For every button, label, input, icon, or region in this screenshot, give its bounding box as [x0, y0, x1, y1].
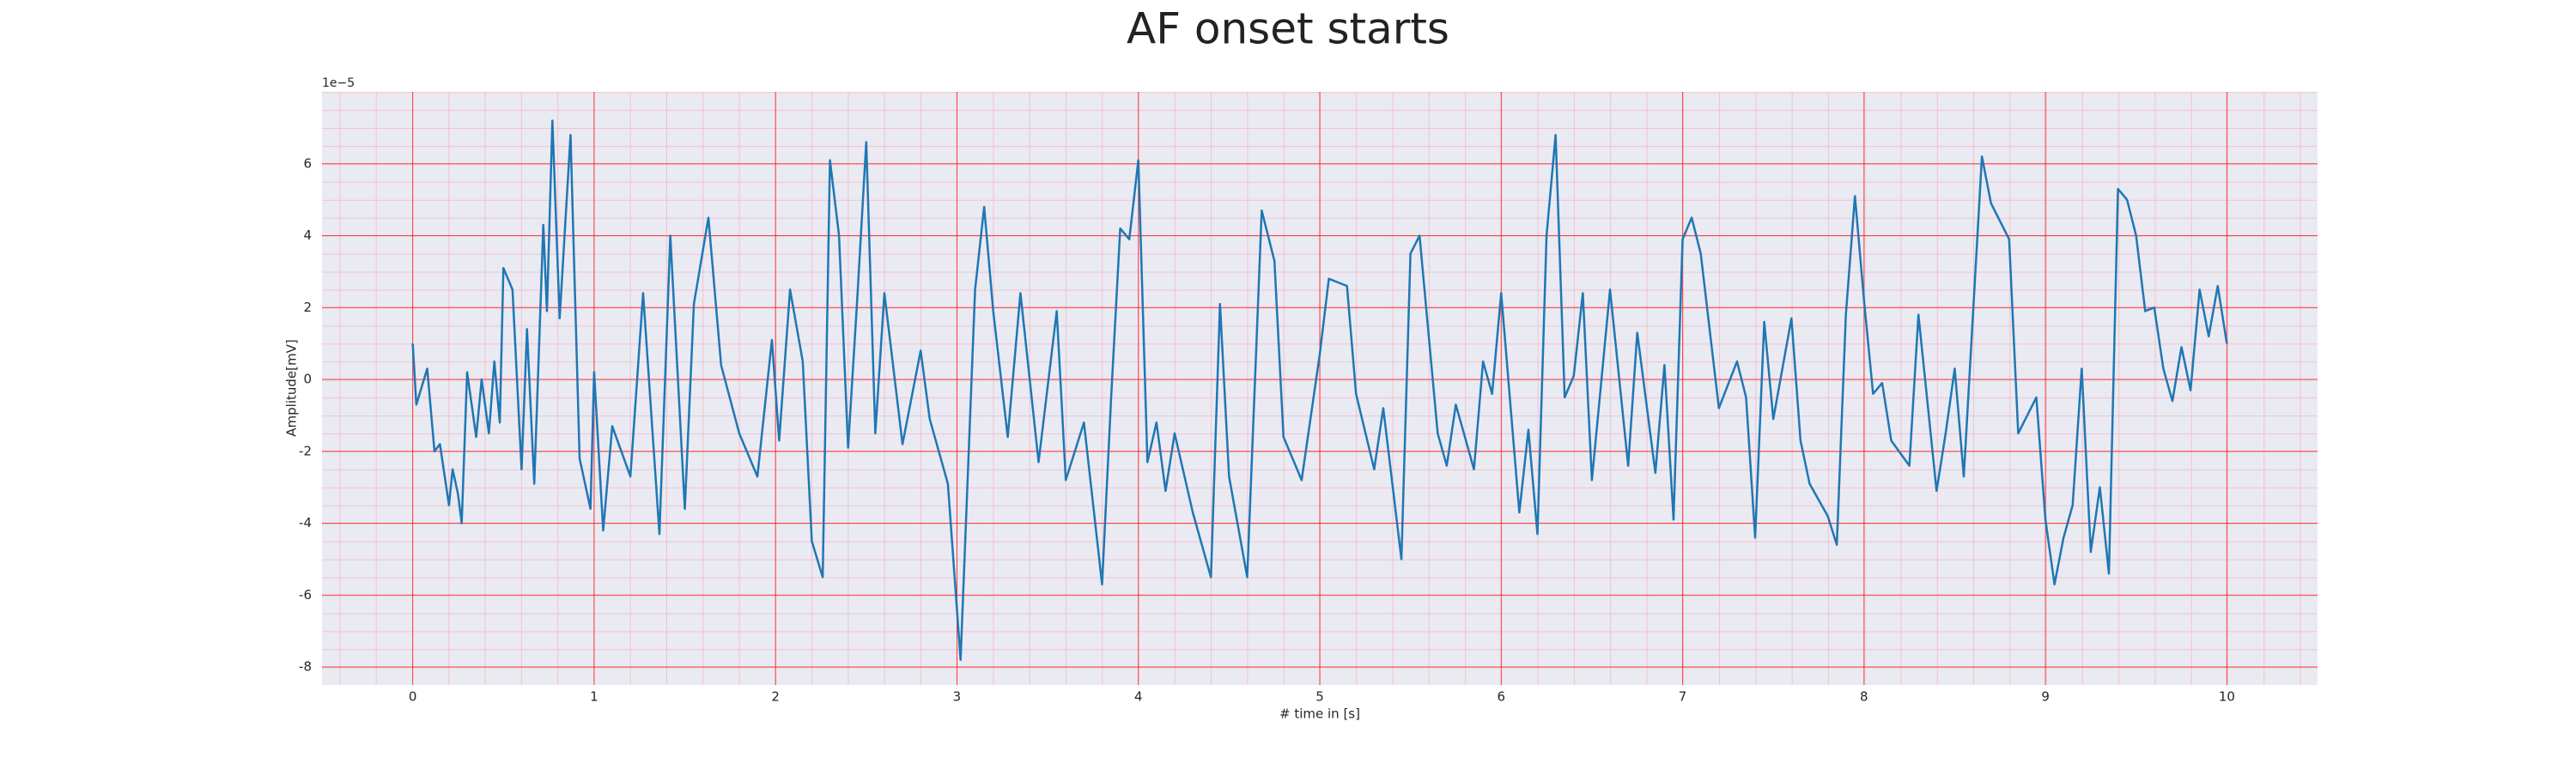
x-tick-label: 4 [1134, 689, 1143, 705]
y-tick-label: 6 [303, 155, 312, 171]
chart-title: AF onset starts [1127, 4, 1449, 54]
grid [322, 92, 2318, 685]
x-tick-label: 6 [1497, 689, 1505, 705]
y-offset-text: 1e−5 [322, 76, 355, 90]
x-tick-label: 8 [1860, 689, 1868, 705]
x-axis-label: # time in [s] [1279, 706, 1360, 722]
y-tick-label: -6 [299, 587, 312, 603]
x-tick-label: 1 [590, 689, 598, 705]
x-tick-label: 2 [771, 689, 780, 705]
x-tick-label: 0 [409, 689, 417, 705]
x-tick-label: 7 [1679, 689, 1687, 705]
x-tick-label: 5 [1315, 689, 1324, 705]
x-tick-label: 10 [2219, 689, 2235, 705]
plot-lines [411, 119, 2228, 661]
signal-line [411, 119, 2228, 661]
x-tick-label: 3 [953, 689, 962, 705]
y-tick-label: 4 [303, 227, 312, 243]
y-axis-label: Amplitude[mV] [284, 339, 300, 436]
x-tick-label: 9 [2041, 689, 2050, 705]
y-tick-label: 2 [303, 300, 312, 315]
y-tick-label: -8 [299, 659, 312, 675]
y-tick-label: -4 [299, 515, 312, 530]
y-tick-label: 0 [303, 372, 312, 387]
y-tick-label: -2 [299, 443, 312, 458]
labels: 0 1 2 3 4 5 6 7 8 9 10 -8 -6 -4 -2 0 2 4 6 [299, 155, 2235, 704]
